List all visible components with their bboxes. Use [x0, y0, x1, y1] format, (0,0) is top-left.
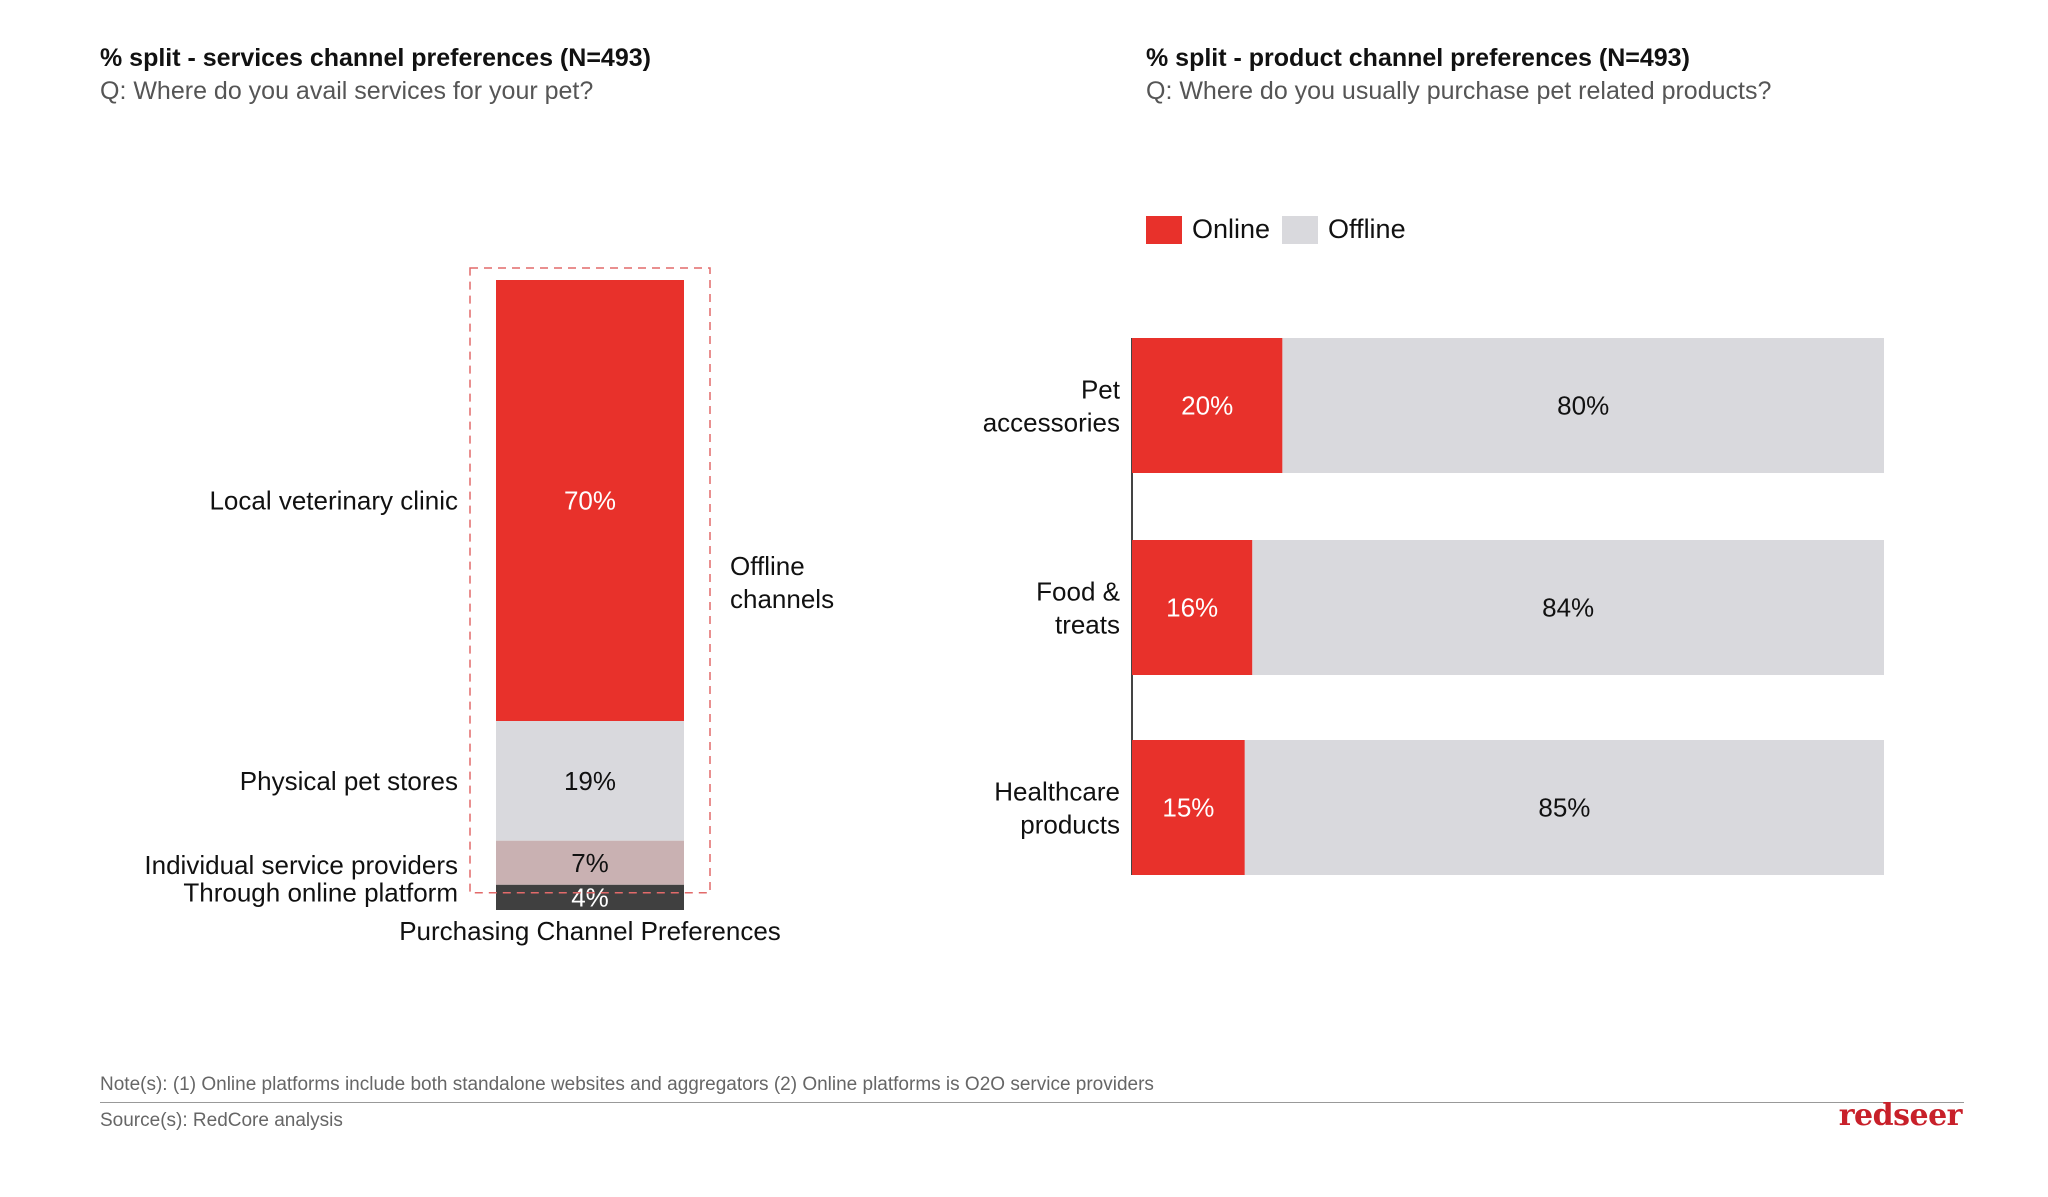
bar-value-label-individual-service-providers: 7%: [571, 848, 609, 878]
legend-item-offline: Offline: [1282, 214, 1406, 245]
right-chart-question: Q: Where do you usually purchase pet rel…: [1146, 77, 1772, 105]
legend-swatch-offline: [1282, 215, 1319, 244]
legend-label-offline: Offline: [1328, 214, 1406, 244]
category-label-individual-service-providers: Individual service providers: [144, 850, 458, 880]
category-label-food-treats-line-1: Food &: [1036, 577, 1120, 607]
hbar-value-label-online-healthcare-products: 15%: [1162, 793, 1214, 823]
legend-swatch-online: [1146, 215, 1182, 244]
bar-segment-through-online-platform: [496, 884, 684, 910]
category-label-physical-pet-stores: Physical pet stores: [240, 766, 458, 796]
hbar-online-food-treats: [1132, 540, 1253, 675]
hbar-online-pet-accessories: [1132, 338, 1283, 473]
category-label-through-online-platform: Through online platform: [183, 877, 458, 907]
offline-channels-annotation-line: channels: [730, 584, 834, 614]
offline-channels-annotation: Offline channels: [730, 551, 834, 614]
category-label-food-treats-line-2: treats: [1055, 610, 1120, 640]
footer-note: Note(s): (1) Online platforms include bo…: [100, 1074, 1154, 1095]
chart-legend: Online Offline: [1146, 214, 1418, 245]
redseer-logo: redseer: [1838, 1098, 1963, 1133]
legend-label-online: Online: [1192, 214, 1271, 244]
bar-segment-physical-pet-stores: [496, 721, 684, 841]
footer-divider: [100, 1102, 1964, 1103]
hbar-value-label-online-food-treats: 16%: [1166, 593, 1218, 623]
right-chart-title: % split - product channel preferences (N…: [1146, 44, 1690, 72]
left-chart-x-axis-label: Purchasing Channel Preferences: [399, 916, 781, 946]
legend-item-online: Online: [1146, 214, 1270, 245]
hbar-value-label-offline-pet-accessories: 80%: [1557, 391, 1609, 421]
left-chart-title: % split - services channel preferences (…: [100, 44, 651, 72]
category-label-pet-accessories-line-1: Pet: [1081, 375, 1121, 405]
hbar-offline-food-treats: [1252, 540, 1884, 675]
category-label-healthcare-products-line-2: products: [1020, 810, 1120, 840]
bar-value-label-through-online-platform: 4%: [571, 882, 609, 912]
hbar-value-label-offline-food-treats: 84%: [1542, 593, 1594, 623]
bar-segment-individual-service-providers: [496, 840, 684, 885]
left-chart-question: Q: Where do you avail services for your …: [100, 77, 594, 105]
hbar-value-label-online-pet-accessories: 20%: [1181, 391, 1233, 421]
hbar-online-healthcare-products: [1132, 740, 1245, 875]
hbar-offline-healthcare-products: [1244, 740, 1884, 875]
bar-value-label-physical-pet-stores: 19%: [564, 766, 616, 796]
offline-channels-annotation-line: Offline: [730, 551, 805, 581]
hbar-value-label-offline-healthcare-products: 85%: [1538, 793, 1590, 823]
bar-segment-local-veterinary-clinic: [496, 280, 684, 721]
category-label-local-veterinary-clinic: Local veterinary clinic: [209, 486, 458, 516]
category-label-healthcare-products-line-1: Healthcare: [994, 777, 1120, 807]
category-label-pet-accessories-line-2: accessories: [983, 408, 1120, 438]
bar-value-label-local-veterinary-clinic: 70%: [564, 486, 616, 516]
offline-channels-bracket: [469, 267, 711, 894]
hbar-offline-pet-accessories: [1282, 338, 1884, 473]
footer-source: Source(s): RedCore analysis: [100, 1110, 343, 1131]
